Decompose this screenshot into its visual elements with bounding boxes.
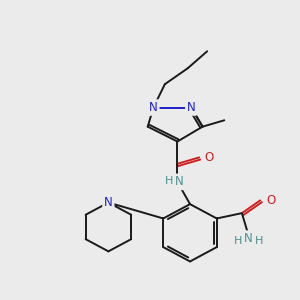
Text: H: H [255,236,263,246]
Text: O: O [266,194,275,207]
Text: H: H [234,236,243,246]
Text: N: N [149,101,158,114]
Text: H: H [165,176,174,186]
Text: O: O [205,151,214,164]
Text: N: N [104,196,113,209]
Text: N: N [244,232,253,245]
Text: N: N [175,175,184,188]
Text: N: N [187,101,196,114]
